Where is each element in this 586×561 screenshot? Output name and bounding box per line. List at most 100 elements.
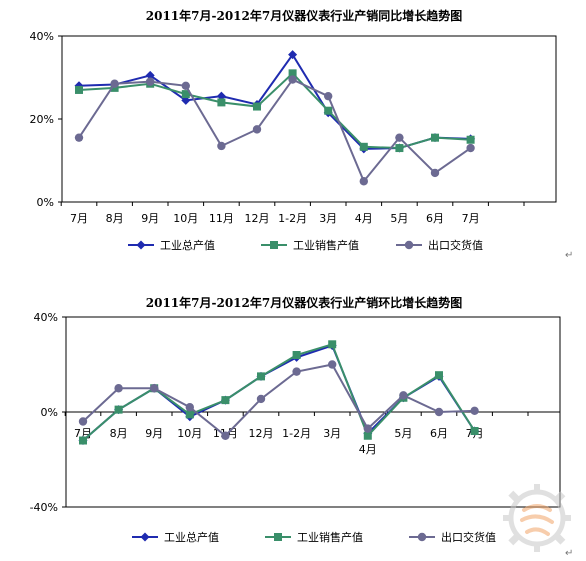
series-line-3 bbox=[78, 78, 472, 184]
legend-marker bbox=[140, 532, 150, 542]
return-mark: ↵ bbox=[565, 548, 574, 559]
data-point bbox=[470, 406, 479, 416]
series-line-3 bbox=[82, 363, 475, 438]
x-tick-label: 1-2月 bbox=[278, 212, 307, 225]
series-line-1 bbox=[82, 344, 476, 442]
x-tick-label: 4月 bbox=[355, 212, 373, 225]
chart-mom-svg: 2011年7月-2012年7月仪器仪表行业产销环比增长趋势图 -40% 0% 40%… bbox=[30, 295, 561, 544]
y-tick-label: 40% bbox=[30, 30, 54, 43]
y-tick-label: 40% bbox=[34, 311, 58, 324]
x-tick-label: 5月 bbox=[390, 212, 408, 225]
gear-logo-icon bbox=[503, 484, 571, 552]
data-point bbox=[363, 424, 372, 433]
data-point bbox=[257, 372, 265, 381]
x-tick-label: 7月 bbox=[70, 212, 88, 225]
x-tick-label: 4月 bbox=[359, 443, 377, 456]
legend-marker bbox=[136, 240, 146, 250]
x-tick-label: 6月 bbox=[426, 212, 444, 225]
data-point bbox=[288, 50, 298, 60]
data-point bbox=[399, 391, 408, 400]
x-tick-label: 11月 bbox=[209, 212, 234, 225]
data-point bbox=[470, 427, 479, 435]
return-mark: ↵ bbox=[565, 250, 574, 261]
series-lines bbox=[78, 340, 480, 445]
data-point bbox=[114, 384, 123, 393]
data-point bbox=[324, 91, 333, 101]
data-point bbox=[466, 135, 475, 144]
x-tick-label: 9月 bbox=[145, 427, 163, 440]
data-point bbox=[145, 70, 155, 80]
x-tick-label: 5月 bbox=[394, 427, 412, 440]
data-point bbox=[252, 125, 262, 134]
series-line-1 bbox=[78, 52, 471, 150]
data-point bbox=[363, 431, 372, 440]
series-line-2 bbox=[78, 71, 471, 150]
chart-yoy: 2011年7月-2012年7月仪器仪表行业产销同比增长趋势图 0% 20% 40% … bbox=[0, 0, 586, 262]
data-point bbox=[75, 85, 83, 94]
chart-yoy-svg: 2011年7月-2012年7月仪器仪表行业产销同比增长趋势图 0%20%40% … bbox=[30, 8, 557, 252]
x-tick-label: 6月 bbox=[430, 427, 448, 440]
legend: 工业总产值 工业销售产值 出口交货值 bbox=[128, 238, 483, 252]
chart-title: 2011年7月-2012年7月仪器仪表行业产销同比增长趋势图 bbox=[146, 8, 462, 23]
x-tick-label: 10月 bbox=[173, 212, 198, 225]
legend: 工业总产值 工业销售产值 出口交货值 bbox=[132, 530, 496, 544]
data-point bbox=[328, 340, 337, 349]
legend-label: 工业销售产值 bbox=[297, 530, 363, 544]
series-lines bbox=[74, 50, 476, 186]
data-point bbox=[221, 431, 230, 440]
y-tick-label: 0% bbox=[37, 196, 54, 209]
data-point bbox=[395, 144, 404, 153]
x-tick-label: 3月 bbox=[319, 212, 337, 225]
data-point bbox=[181, 81, 190, 91]
legend-label: 工业总产值 bbox=[164, 530, 219, 544]
legend-marker bbox=[270, 241, 278, 249]
x-tick-label: 9月 bbox=[141, 212, 159, 225]
legend-label: 工业总产值 bbox=[160, 238, 215, 252]
data-point bbox=[78, 417, 88, 426]
data-point bbox=[288, 69, 297, 78]
data-point bbox=[217, 98, 226, 107]
data-point bbox=[324, 106, 333, 115]
x-tick-label: 8月 bbox=[106, 212, 124, 225]
legend-marker bbox=[404, 240, 414, 250]
x-tick-label: 1-2月 bbox=[282, 427, 311, 440]
legend-label: 出口交货值 bbox=[441, 530, 496, 544]
chart-mom: 2011年7月-2012年7月仪器仪表行业产销环比增长趋势图 -40% 0% 40%… bbox=[0, 283, 586, 561]
data-point bbox=[79, 436, 87, 445]
data-point bbox=[395, 133, 404, 142]
data-point bbox=[74, 133, 84, 142]
y-tick-label: -40% bbox=[30, 501, 58, 514]
legend-label: 出口交货值 bbox=[428, 238, 483, 252]
data-point bbox=[431, 133, 439, 142]
data-point bbox=[292, 367, 301, 376]
data-point bbox=[430, 168, 440, 178]
data-point bbox=[328, 360, 337, 369]
data-point bbox=[181, 90, 190, 99]
data-point bbox=[221, 396, 230, 405]
legend-marker bbox=[417, 532, 427, 542]
data-point bbox=[359, 142, 368, 151]
data-point bbox=[434, 407, 444, 417]
data-point bbox=[150, 384, 159, 393]
plot-area bbox=[61, 35, 557, 203]
data-point bbox=[185, 403, 194, 412]
y-ticks: 0% 20% 40% bbox=[30, 30, 62, 209]
x-tick-label: 3月 bbox=[323, 427, 341, 440]
legend-label: 工业销售产值 bbox=[293, 238, 359, 252]
y-tick-label: 20% bbox=[30, 113, 54, 126]
data-point bbox=[359, 177, 368, 186]
legend-marker bbox=[274, 533, 282, 541]
y-ticks: -40% 0% 40% bbox=[30, 311, 560, 514]
data-point bbox=[435, 371, 443, 380]
data-point bbox=[256, 394, 266, 404]
data-point bbox=[146, 77, 155, 86]
x-tick-label: 8月 bbox=[110, 427, 128, 440]
data-point bbox=[185, 410, 194, 419]
x-tick-label: 7月 bbox=[462, 212, 480, 225]
data-point bbox=[292, 351, 301, 359]
data-point bbox=[253, 102, 261, 111]
data-point bbox=[288, 75, 297, 84]
y-tick-label: 0% bbox=[41, 406, 58, 419]
